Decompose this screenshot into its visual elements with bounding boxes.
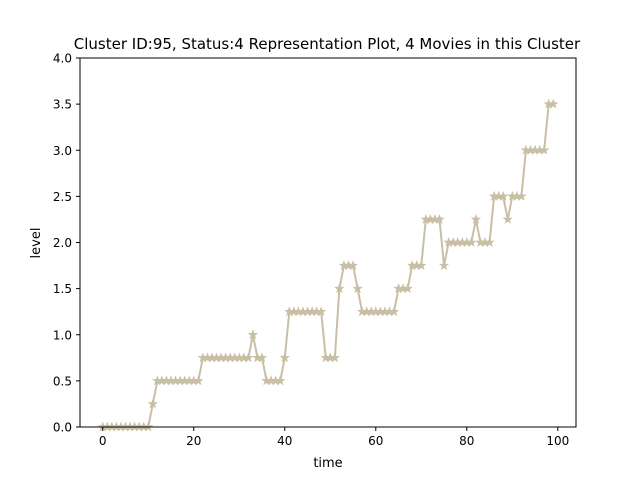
y-tick-label: 1.0 — [53, 328, 72, 342]
data-point — [329, 352, 341, 363]
data-point — [502, 213, 513, 224]
data-point — [247, 329, 259, 340]
data-point — [243, 352, 254, 363]
y-axis-label: level — [29, 228, 44, 259]
y-axis: 0.0 0.5 1.0 1.5 2.0 2.5 3.0 3.5 4.0 — [53, 52, 80, 435]
data-point — [147, 398, 159, 409]
data-point — [352, 283, 363, 294]
x-tick-label: 60 — [368, 434, 383, 448]
plot-area — [79, 57, 577, 432]
data-point — [388, 306, 400, 317]
x-tick-label: 20 — [186, 434, 201, 448]
data-point — [275, 375, 286, 386]
x-axis: 0 20 40 60 80 100 — [99, 427, 569, 448]
data-point — [434, 213, 445, 224]
data-point — [538, 144, 550, 155]
y-tick-label: 1.5 — [53, 282, 72, 296]
y-tick-label: 3.0 — [53, 144, 72, 158]
data-point — [466, 237, 477, 247]
data-point — [315, 306, 327, 317]
data-point — [516, 190, 527, 201]
y-tick-label: 0.5 — [53, 374, 72, 388]
data-point — [438, 260, 450, 270]
y-tick-label: 2.0 — [53, 236, 72, 250]
data-point — [193, 375, 204, 386]
data-point — [279, 352, 290, 363]
x-tick-label: 40 — [277, 434, 292, 448]
x-tick-label: 80 — [459, 434, 474, 448]
y-tick-label: 4.0 — [53, 52, 72, 66]
data-point — [470, 213, 482, 224]
data-point — [402, 283, 413, 294]
x-tick-label: 100 — [546, 434, 569, 448]
data-point — [548, 98, 559, 109]
x-axis-label: time — [313, 456, 342, 471]
data-point — [416, 260, 427, 270]
data-point — [334, 283, 345, 294]
chart-title: Cluster ID:95, Status:4 Representation P… — [74, 35, 581, 53]
data-point — [484, 237, 495, 247]
y-tick-label: 0.0 — [53, 421, 72, 435]
x-tick-label: 0 — [99, 434, 107, 448]
y-tick-label: 2.5 — [53, 190, 72, 204]
y-tick-label: 3.5 — [53, 98, 72, 112]
data-point — [497, 190, 509, 201]
axes-frame — [79, 57, 577, 428]
data-point — [256, 352, 268, 363]
data-point — [347, 260, 359, 270]
